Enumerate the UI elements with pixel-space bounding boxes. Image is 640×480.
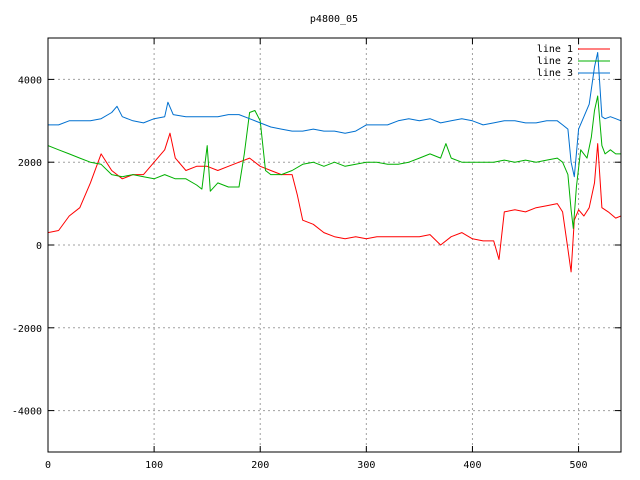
series-group [48, 52, 621, 273]
x-tick-label: 200 [251, 460, 269, 471]
legend-label-3: line 3 [537, 68, 573, 79]
legend-label-1: line 1 [537, 44, 573, 55]
axis-ticks: 0 100 200 300 400 500 -4000 -2000 0 2000 4000 [12, 38, 621, 471]
x-tick-label: 400 [463, 460, 481, 471]
grid-lines [48, 38, 621, 452]
series-line-3 [48, 52, 621, 178]
x-tick-label: 500 [570, 460, 588, 471]
x-tick-label: 300 [357, 460, 375, 471]
y-tick-label: -4000 [12, 407, 42, 418]
y-tick-label: 4000 [18, 75, 42, 86]
x-tick-label: 0 [45, 460, 51, 471]
x-tick-label: 100 [145, 460, 163, 471]
y-tick-label: -2000 [12, 324, 42, 335]
series-line-2 [48, 95, 621, 229]
chart-title: p4800_05 [310, 14, 358, 25]
y-tick-label: 2000 [18, 158, 42, 169]
y-tick-label: 0 [36, 241, 42, 252]
legend-label-2: line 2 [537, 56, 573, 67]
series-line-1 [48, 132, 621, 273]
